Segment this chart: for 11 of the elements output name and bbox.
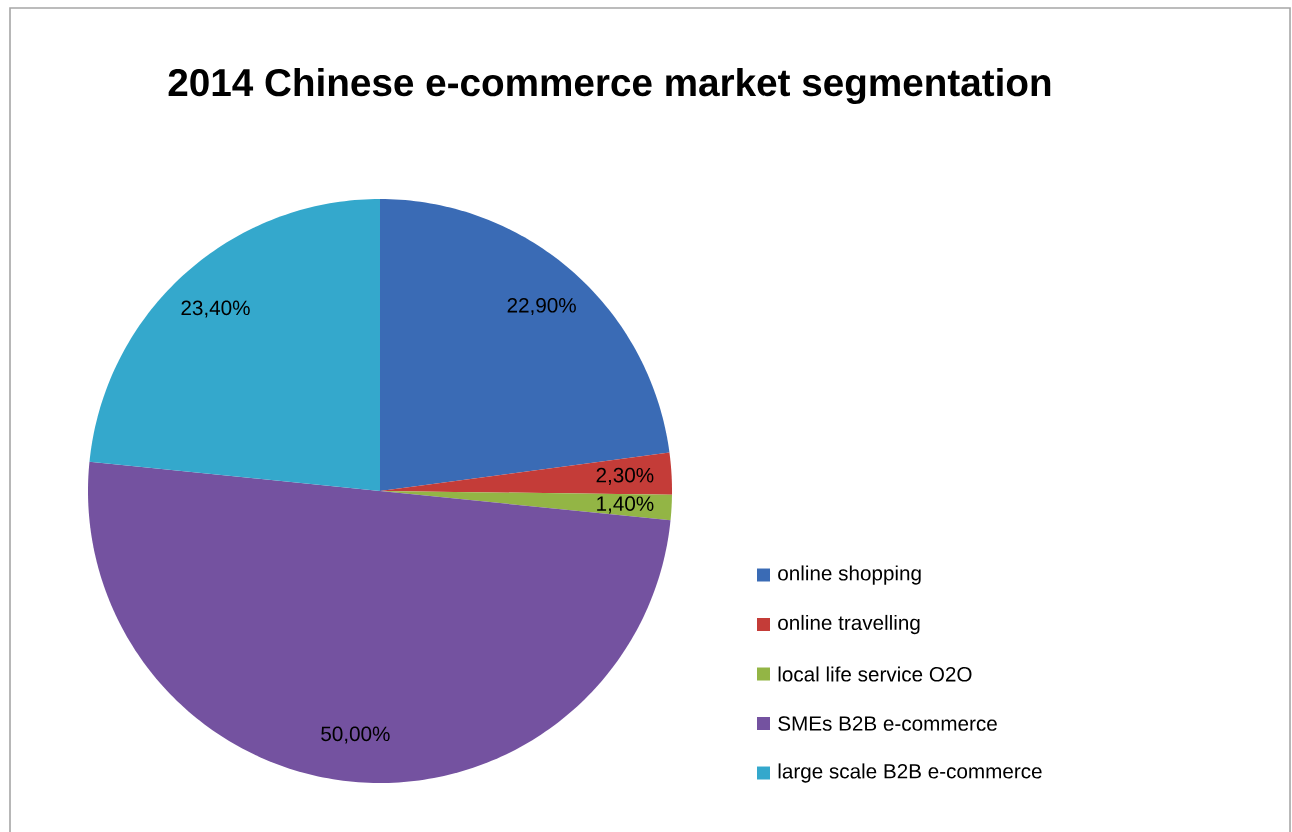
data-label: 1,40% [597, 496, 654, 514]
legend-label: local life service O2O [778, 666, 972, 682]
data-label: 22,90% [507, 297, 576, 316]
legend-label: large scale B2B e-commerce [778, 763, 1042, 783]
data-label: 50,00% [321, 726, 390, 744]
legend-label: online shopping [778, 565, 921, 585]
chart-title: 2014 Chinese e-commerce market segmentation [168, 67, 1051, 105]
legend-label: online travelling [778, 614, 920, 635]
legend-label: SMEs B2B e-commerce [778, 716, 997, 731]
data-label: 23,40% [181, 300, 250, 318]
data-label: 2,30% [596, 467, 654, 485]
